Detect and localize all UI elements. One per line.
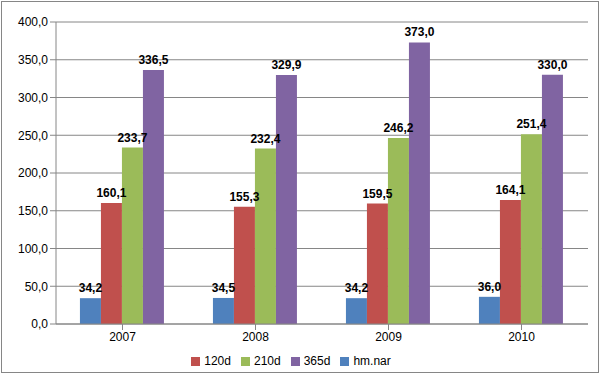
svg-text:233,7: 233,7 [117, 131, 147, 145]
svg-text:329,9: 329,9 [271, 58, 301, 72]
svg-text:36,0: 36,0 [478, 280, 502, 294]
svg-text:2007: 2007 [109, 330, 136, 344]
svg-text:246,2: 246,2 [383, 121, 413, 135]
svg-text:350,0: 350,0 [18, 53, 48, 67]
svg-text:232,4: 232,4 [250, 132, 280, 146]
svg-text:200,0: 200,0 [18, 166, 48, 180]
html-text:hm.nar: hm.nar [353, 354, 391, 368]
svg-text:2008: 2008 [242, 330, 269, 344]
svg-text:34,5: 34,5 [212, 281, 236, 295]
svg-text:34,2: 34,2 [79, 281, 103, 295]
svg-text:250,0: 250,0 [18, 129, 48, 143]
svg-text:2009: 2009 [375, 330, 402, 344]
svg-text:300,0: 300,0 [18, 91, 48, 105]
svg-text:34,2: 34,2 [345, 281, 369, 295]
svg-text:160,1: 160,1 [96, 186, 126, 200]
svg-text:330,0: 330,0 [537, 58, 567, 72]
svg-text:164,1: 164,1 [495, 183, 525, 197]
svg-text:336,5: 336,5 [138, 53, 168, 67]
svg-text:50,0: 50,0 [25, 280, 49, 294]
html-text:365d: 365d [303, 354, 331, 368]
svg-text:100,0: 100,0 [18, 242, 48, 256]
svg-text:0,0: 0,0 [31, 317, 48, 331]
svg-text:373,0: 373,0 [404, 25, 434, 39]
svg-text:150,0: 150,0 [18, 204, 48, 218]
svg-text:251,4: 251,4 [516, 117, 546, 131]
svg-text:159,5: 159,5 [362, 187, 392, 201]
svg-text:155,3: 155,3 [229, 190, 259, 204]
html-text:120d: 120d [204, 354, 231, 368]
svg-text:2010: 2010 [508, 330, 535, 344]
svg-text:400,0: 400,0 [18, 15, 48, 29]
html-text:210d: 210d [254, 354, 281, 368]
